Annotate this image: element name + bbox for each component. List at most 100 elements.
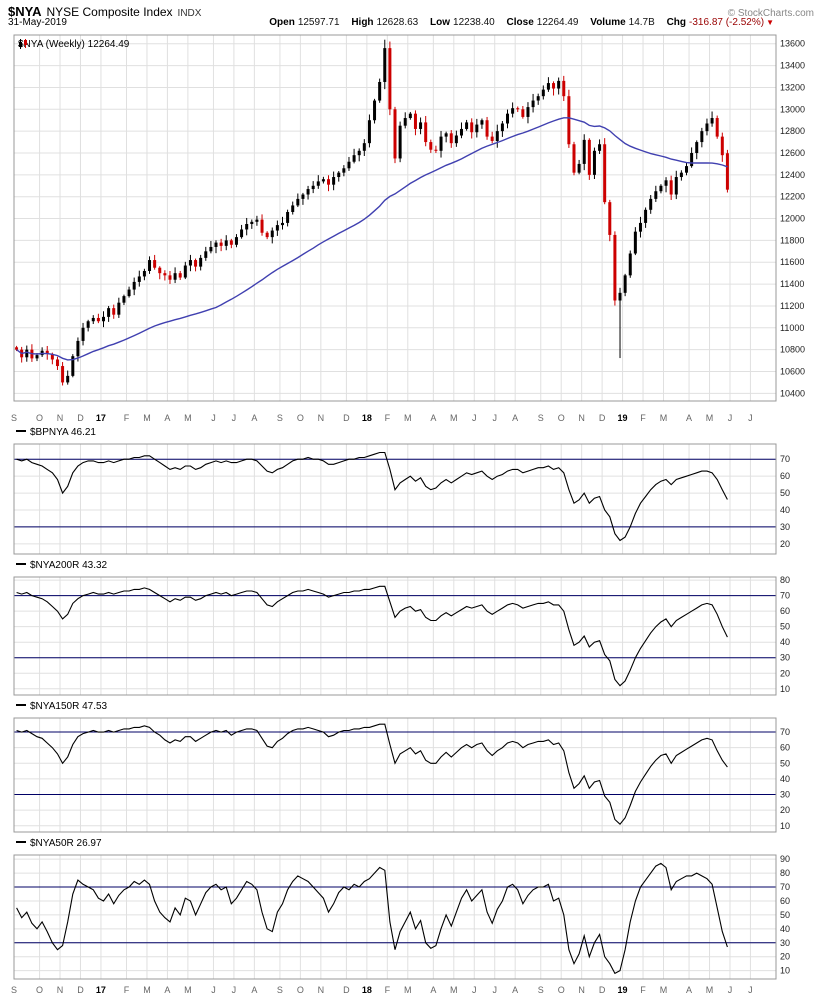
x-axis-label: N [317, 413, 325, 423]
x-axis-label: M [659, 413, 668, 423]
candle-body [700, 131, 704, 143]
x-axis-label: S [276, 413, 283, 423]
y-axis-label: 12200 [780, 192, 805, 202]
candle-body [444, 133, 448, 137]
candle-body [168, 275, 172, 280]
y-axis-label: 13600 [780, 39, 805, 49]
y-axis-label: 20 [780, 668, 790, 678]
x-axis-label: S [537, 413, 544, 423]
x-axis-label: S [537, 985, 544, 995]
exchange: INDX [177, 8, 202, 19]
candle-body [516, 108, 520, 110]
candle-body [720, 136, 724, 156]
indicator-line [16, 723, 728, 826]
x-axis-label: N [578, 413, 585, 423]
candle-body [81, 327, 85, 341]
candle-body [199, 257, 203, 267]
indicator-line [16, 585, 728, 687]
candle-body [429, 142, 433, 150]
candle-body [250, 221, 254, 225]
indicator-line [16, 451, 728, 542]
candle-body [506, 113, 510, 124]
line-sample-icon [16, 841, 26, 844]
nya200r-legend-text: $NYA200R 43.32 [30, 560, 108, 571]
candle-body [705, 123, 709, 132]
candle-body [454, 135, 458, 144]
x-axis-label: O [296, 413, 304, 423]
y-axis-label: 60 [780, 471, 790, 481]
candle-body [291, 205, 295, 212]
candle-body [664, 180, 668, 186]
candle-body [71, 356, 75, 376]
x-axis-label: M [184, 985, 192, 995]
candle-body [280, 222, 284, 226]
candle-body [214, 242, 218, 247]
nya200r-panel: 80 70 60 50 40 30 20 10 [13, 575, 790, 696]
y-axis-label: 10600 [780, 367, 805, 377]
ma-line [16, 117, 728, 361]
y-axis-label: 30 [780, 653, 790, 663]
candle-body [659, 185, 663, 192]
x-axis-label: A [251, 413, 258, 423]
bpnya-panel: 70 60 50 40 30 20 [13, 443, 790, 555]
candle-body [644, 209, 648, 223]
header-title: $NYA NYSE Composite Index INDX [8, 3, 201, 21]
candle-body [536, 96, 540, 101]
x-axis-label: O [36, 985, 44, 995]
main-legend: $NYA (Weekly) 12264.49 [18, 39, 129, 50]
candle-body [35, 355, 39, 359]
candle-body [352, 155, 356, 162]
y-axis-label: 70 [780, 591, 790, 601]
line-sample-icon [16, 563, 26, 566]
candle-body [695, 142, 699, 153]
candle-body [163, 273, 167, 276]
candle-body [224, 240, 228, 246]
candle-body [357, 150, 361, 156]
x-axis-months-top: S O N D 17 F M A M J J A S O N D 18 F M A M J J A S O N D 19 F M A M J J [0, 413, 820, 425]
x-axis-label: D [598, 985, 606, 995]
x-axis-label: M [705, 985, 714, 995]
candle-body [188, 260, 192, 266]
y-axis-label: 12000 [780, 214, 805, 224]
y-axis-label: 12400 [780, 170, 805, 180]
y-axis-label: 20 [780, 805, 790, 815]
candle-body [301, 194, 305, 199]
plot-border [13, 717, 777, 833]
y-axis-label: 40 [780, 637, 790, 647]
candle-body [378, 81, 382, 101]
candle-body [240, 229, 244, 238]
candle-body [275, 225, 279, 231]
x-axis-label: A [686, 985, 693, 995]
x-axis-label: J [492, 413, 497, 423]
candle-body [45, 350, 49, 355]
x-axis-label: D [343, 413, 350, 423]
y-axis-label: 12800 [780, 126, 805, 136]
y-axis-label: 10 [780, 966, 790, 976]
plot-border [13, 576, 777, 696]
candle-body [367, 120, 371, 144]
candle-body [685, 166, 689, 173]
y-axis-label: 11400 [780, 279, 804, 289]
candle-body [270, 230, 274, 238]
x-axis-label: J [472, 413, 477, 423]
candle-body [127, 289, 131, 297]
nya150r-legend: $NYA150R 47.53 [16, 701, 107, 712]
candle-body [158, 267, 162, 274]
candle-body [633, 231, 637, 254]
x-axis-label: J [211, 413, 216, 423]
x-axis-label: S [10, 413, 18, 423]
candle-body [710, 118, 714, 124]
candle-body [572, 144, 576, 173]
line-sample-icon [16, 704, 26, 707]
x-axis-label: M [659, 985, 668, 995]
x-axis-label: M [404, 985, 412, 995]
candle-body [480, 120, 484, 125]
y-axis-label: 10 [780, 821, 790, 831]
y-axis-label: 50 [780, 910, 790, 920]
x-axis-label: 18 [361, 985, 372, 995]
x-axis-label: J [748, 413, 753, 423]
candle-body [142, 270, 146, 277]
x-axis-label: A [164, 985, 171, 995]
y-axis-label: 40 [780, 774, 790, 784]
x-axis-label: N [578, 985, 585, 995]
